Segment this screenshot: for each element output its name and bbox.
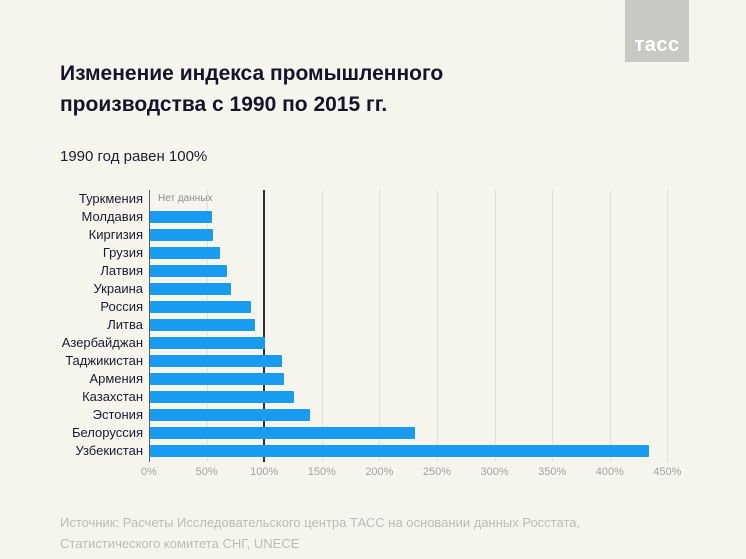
- no-data-label: Нет данных: [158, 193, 213, 204]
- axis-line: [149, 190, 150, 462]
- category-label: Эстония: [92, 407, 143, 422]
- x-tick-label: 200%: [365, 466, 394, 478]
- source-note: Источник: Расчеты Исследовательского цен…: [60, 512, 580, 554]
- plot-area: Нет данных: [149, 190, 689, 462]
- category-label: Таджикистан: [65, 353, 143, 368]
- bar: [150, 211, 213, 223]
- category-label: Молдавия: [81, 209, 143, 224]
- gridline: [379, 190, 381, 462]
- tass-logo: тасс: [625, 0, 689, 62]
- gridline: [437, 190, 438, 462]
- category-label: Азербайджан: [61, 335, 143, 350]
- bar: [150, 445, 649, 457]
- tass-logo-text: тасс: [634, 34, 680, 56]
- x-tick-label: 450%: [653, 466, 682, 478]
- category-label: Казахстан: [82, 389, 143, 404]
- gridline: [494, 190, 496, 462]
- page-title-line1: Изменение индекса промышленного: [60, 62, 444, 85]
- gridline: [552, 190, 554, 462]
- bar: [150, 265, 228, 277]
- bar: [150, 229, 214, 241]
- source-note-line1: Источник: Расчеты Исследовательского цен…: [60, 515, 581, 530]
- category-label: Узбекистан: [75, 443, 143, 458]
- category-label: Латвия: [100, 263, 143, 278]
- gridline: [321, 190, 323, 462]
- x-tick-label: 350%: [538, 466, 567, 478]
- page-title-line2: производства с 1990 по 2015 гг.: [60, 93, 388, 116]
- x-tick-label: 0%: [141, 466, 157, 478]
- bar: [150, 409, 311, 421]
- x-tick-label: 50%: [195, 466, 218, 478]
- category-label: Туркмения: [78, 191, 143, 206]
- bar: [150, 247, 221, 259]
- bar: [150, 373, 284, 385]
- category-label: Армения: [89, 371, 143, 386]
- page-title: Изменение индекса промышленного производ…: [60, 58, 580, 120]
- bar-chart: Туркмения Молдавия Киргизия Грузия Латвия Укр…: [0, 190, 746, 490]
- x-tick-label: 250%: [422, 466, 452, 478]
- x-tick-label: 150%: [307, 466, 336, 478]
- bar: [150, 283, 231, 295]
- x-tick-label: 300%: [480, 466, 509, 478]
- category-label: Белоруссия: [71, 425, 143, 440]
- reference-line-100: [263, 190, 266, 462]
- bar: [150, 355, 283, 367]
- category-label: Грузия: [102, 245, 143, 260]
- x-tick-label: 100%: [250, 466, 279, 478]
- bar: [150, 427, 415, 439]
- gridline: [667, 190, 669, 462]
- source-note-line2: Статистического комитета СНГ, UNECE: [60, 536, 300, 551]
- bar: [150, 337, 266, 349]
- category-label: Литва: [107, 317, 143, 332]
- category-label: Украина: [93, 281, 144, 296]
- x-tick-label: 400%: [595, 466, 624, 478]
- chart-subtitle: 1990 год равен 100%: [60, 148, 208, 165]
- bar: [150, 319, 255, 331]
- bar: [150, 391, 294, 403]
- gridline: [609, 190, 611, 462]
- category-label: Россия: [100, 299, 143, 314]
- y-axis-labels: Туркмения Молдавия Киргизия Грузия Латвия Укр…: [0, 190, 143, 460]
- bar: [150, 301, 252, 313]
- category-label: Киргизия: [88, 227, 143, 242]
